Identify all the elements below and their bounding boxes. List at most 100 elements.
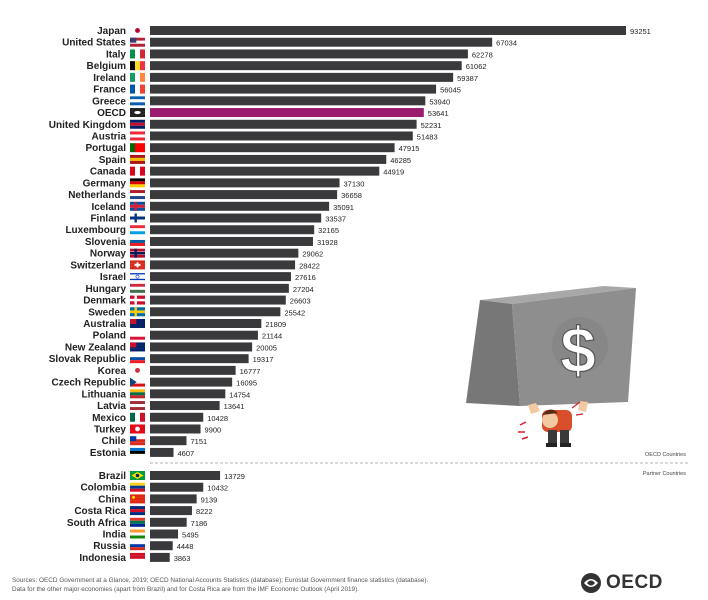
category-label: China xyxy=(98,494,126,505)
flag-australia-icon xyxy=(130,319,145,328)
bar xyxy=(150,72,454,82)
bar xyxy=(150,541,173,551)
category-label: OECD xyxy=(97,108,126,119)
category-label: Australia xyxy=(83,319,126,330)
category-label: Colombia xyxy=(80,483,126,494)
bar-row-austria: Austria 51483 xyxy=(92,131,438,142)
value-label: 62278 xyxy=(472,50,493,59)
category-label: New Zealand xyxy=(65,342,126,353)
flag-denmark-icon xyxy=(130,295,145,305)
category-label: Portugal xyxy=(85,143,126,154)
value-label: 16095 xyxy=(236,379,257,388)
value-label: 25542 xyxy=(284,308,305,317)
flag-iceland-icon xyxy=(130,201,145,211)
bar-row-finland: Finland 33537 xyxy=(90,213,346,225)
flag-slovak-republic-icon xyxy=(130,354,145,364)
flag-canada-icon xyxy=(130,166,145,176)
category-label: Slovenia xyxy=(85,237,127,248)
value-label: 53641 xyxy=(428,109,449,118)
dollar-icon: $ xyxy=(552,313,608,387)
category-label: United States xyxy=(62,38,126,49)
bar-row-indonesia: Indonesia 3863 xyxy=(79,552,191,564)
oecd-logo-text: OECD xyxy=(606,572,663,593)
bar xyxy=(150,354,249,364)
category-label: Iceland xyxy=(92,202,126,213)
flag-latvia-icon xyxy=(130,401,145,411)
category-label: United Kingdom xyxy=(49,120,126,131)
category-label: Canada xyxy=(90,167,127,178)
bar-row-estonia: Estonia 4607 xyxy=(90,447,194,459)
bar-row-lithuania: Lithuania 14754 xyxy=(82,389,250,400)
oecd-countries-label: OECD Countries xyxy=(645,452,686,458)
value-label: 21144 xyxy=(262,332,282,341)
value-label: 13641 xyxy=(224,402,245,411)
sources-note: Sources: OECD Government at a Glance, 20… xyxy=(12,576,572,594)
category-label: Netherlands xyxy=(68,190,126,201)
category-label: Mexico xyxy=(92,413,126,424)
category-label: Japan xyxy=(97,26,126,37)
value-label: 27204 xyxy=(293,285,314,294)
category-label: Russia xyxy=(93,541,126,552)
bar xyxy=(150,84,437,94)
bar-row-japan: Japan 93251 xyxy=(97,26,651,37)
bar xyxy=(150,307,281,317)
value-label: 3863 xyxy=(174,554,191,563)
bar xyxy=(150,143,395,153)
bar-row-france: France 56045 xyxy=(93,84,461,96)
value-label: 46285 xyxy=(390,156,411,165)
value-label: 5495 xyxy=(182,531,199,540)
value-label: 32165 xyxy=(318,226,339,235)
bar xyxy=(150,377,233,387)
bar xyxy=(150,37,493,47)
flag-austria-icon xyxy=(130,131,145,141)
flag-ireland-icon xyxy=(130,72,145,82)
category-label: Finland xyxy=(90,214,126,225)
bar-row-china: China 9139 xyxy=(98,494,217,505)
category-label: Denmark xyxy=(83,296,126,307)
bar xyxy=(150,61,462,71)
category-label: Brazil xyxy=(99,471,126,482)
flag-estonia-icon xyxy=(130,447,145,457)
flag-south-africa-icon xyxy=(130,517,145,527)
partner-countries-label: Partner Countries xyxy=(643,471,686,477)
value-label: 9900 xyxy=(205,425,222,434)
value-label: 16777 xyxy=(240,367,261,376)
bar-row-brazil: Brazil 13729 xyxy=(99,471,245,482)
bar-row-united-kingdom: United Kingdom 52231 xyxy=(49,119,442,131)
flag-chile-icon xyxy=(130,436,145,446)
bar xyxy=(150,248,299,258)
bar-row-latvia: Latvia 13641 xyxy=(97,401,244,412)
bar xyxy=(150,260,296,270)
bar xyxy=(150,389,226,399)
category-label: Poland xyxy=(93,331,126,342)
value-label: 44919 xyxy=(383,168,404,177)
bar xyxy=(150,178,340,188)
value-label: 52231 xyxy=(421,121,442,130)
category-label: Turkey xyxy=(94,424,126,435)
flag-italy-icon xyxy=(130,49,145,59)
bar-row-new-zealand: New Zealand 20005 xyxy=(65,342,277,353)
bar xyxy=(150,552,170,562)
svg-text:$: $ xyxy=(560,314,596,386)
flag-germany-icon xyxy=(130,178,145,188)
bar-row-slovak-republic: Slovak Republic 19317 xyxy=(49,354,273,365)
value-label: 10432 xyxy=(207,484,228,493)
bar xyxy=(150,342,253,352)
flag-israel-icon xyxy=(130,272,145,282)
value-label: 33537 xyxy=(325,215,346,224)
category-label: Slovak Republic xyxy=(49,354,127,365)
bar xyxy=(150,131,413,141)
flag-portugal-icon xyxy=(130,143,145,153)
bar xyxy=(150,283,289,293)
debt-burden-illustration: $ xyxy=(466,286,636,447)
bar xyxy=(150,506,192,516)
bar xyxy=(150,517,187,527)
category-label: France xyxy=(93,85,126,96)
bar-row-denmark: Denmark 26603 xyxy=(83,295,311,307)
bar-row-mexico: Mexico 10428 xyxy=(92,412,228,424)
oecd-logo: OECD xyxy=(580,572,680,594)
flag-lithuania-icon xyxy=(130,389,145,399)
bar xyxy=(150,471,221,480)
category-label: Costa Rica xyxy=(74,506,126,517)
